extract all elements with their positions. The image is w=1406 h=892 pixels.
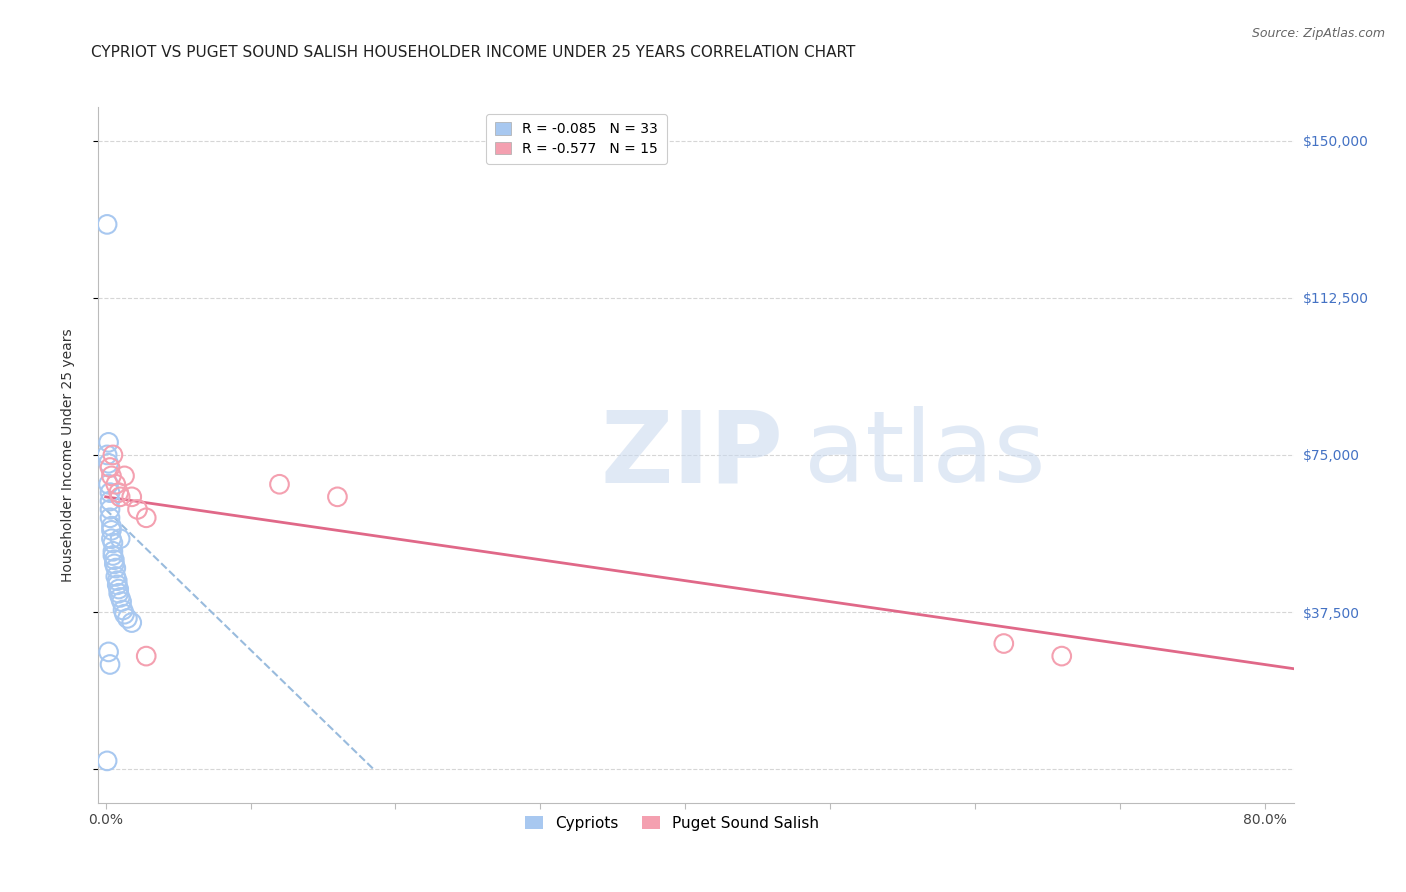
- Point: [127, 502, 149, 516]
- Point: [96, 754, 118, 768]
- Point: [117, 611, 139, 625]
- Point: [98, 502, 121, 516]
- Point: [97, 477, 120, 491]
- Point: [121, 615, 143, 630]
- Point: [1050, 649, 1073, 664]
- Point: [98, 460, 121, 475]
- Point: [269, 477, 291, 491]
- Point: [104, 569, 127, 583]
- Point: [108, 532, 131, 546]
- Legend: Cypriots, Puget Sound Salish: Cypriots, Puget Sound Salish: [519, 810, 825, 837]
- Text: ZIP: ZIP: [600, 407, 783, 503]
- Point: [98, 657, 121, 672]
- Point: [104, 561, 127, 575]
- Point: [135, 510, 157, 524]
- Text: CYPRIOT VS PUGET SOUND SALISH HOUSEHOLDER INCOME UNDER 25 YEARS CORRELATION CHAR: CYPRIOT VS PUGET SOUND SALISH HOUSEHOLDE…: [91, 45, 856, 60]
- Point: [96, 218, 118, 232]
- Point: [100, 524, 122, 538]
- Point: [98, 485, 121, 500]
- Text: atlas: atlas: [804, 407, 1045, 503]
- Point: [107, 485, 129, 500]
- Point: [108, 490, 131, 504]
- Point: [107, 586, 129, 600]
- Point: [100, 468, 122, 483]
- Point: [114, 607, 136, 622]
- Point: [101, 448, 124, 462]
- Point: [101, 544, 124, 558]
- Point: [97, 456, 120, 470]
- Point: [108, 591, 131, 605]
- Point: [103, 552, 125, 566]
- Text: Source: ZipAtlas.com: Source: ZipAtlas.com: [1251, 27, 1385, 40]
- Point: [98, 510, 121, 524]
- Y-axis label: Householder Income Under 25 years: Householder Income Under 25 years: [60, 328, 75, 582]
- Point: [96, 448, 118, 462]
- Point: [107, 582, 129, 596]
- Point: [326, 490, 349, 504]
- Point: [103, 557, 125, 571]
- Point: [993, 636, 1015, 650]
- Point: [100, 532, 122, 546]
- Point: [135, 649, 157, 664]
- Point: [97, 435, 120, 450]
- Point: [101, 549, 124, 563]
- Point: [97, 645, 120, 659]
- Point: [114, 468, 136, 483]
- Point: [98, 494, 121, 508]
- Point: [121, 490, 143, 504]
- Point: [112, 603, 135, 617]
- Point: [110, 594, 132, 608]
- Point: [101, 536, 124, 550]
- Point: [105, 578, 128, 592]
- Point: [100, 519, 122, 533]
- Point: [105, 574, 128, 588]
- Point: [104, 477, 127, 491]
